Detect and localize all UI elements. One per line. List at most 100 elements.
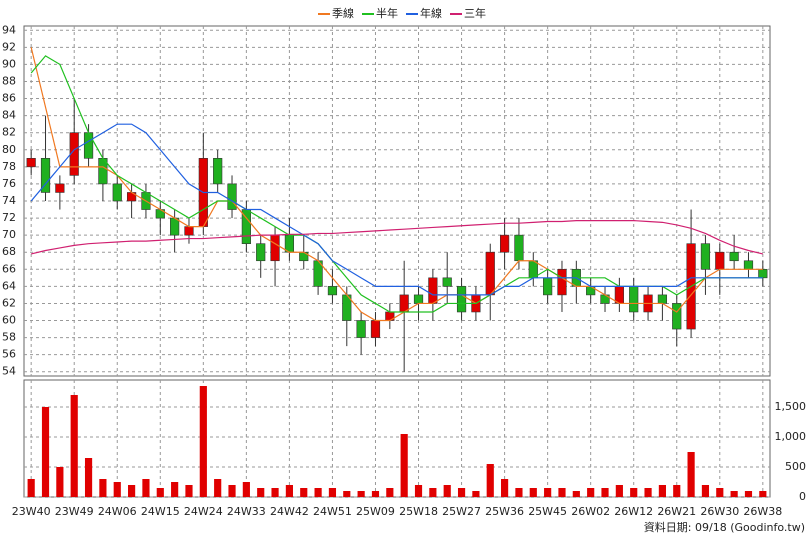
candle-body [40,158,51,193]
y-tick-label: 90 [2,57,16,70]
y-tick-label: 92 [2,40,16,53]
x-tick-label: 25W27 [442,505,481,518]
candle-body [700,243,711,270]
volume-bar [687,452,695,497]
volume-bar [529,488,537,497]
y2-tick-label: 500 [785,460,806,473]
candle-body [485,251,495,296]
volume-bar [228,485,236,497]
candle-body [614,286,624,304]
y-tick-label: 66 [2,262,16,275]
candle-body [715,251,725,270]
ma-line [30,123,763,296]
y-tick-label: 54 [2,365,16,378]
candle-body [356,320,366,338]
ma-line [30,47,763,322]
volume-bar [572,491,580,497]
candle-body [657,294,668,304]
y-tick-label: 78 [2,160,16,173]
volume-bar [457,488,466,497]
candle-body [543,277,553,296]
candle-body [55,183,65,193]
candle-body [284,234,295,253]
candle-body [729,251,739,262]
x-tick-label: 23W49 [55,505,94,518]
volume-bar [56,467,64,497]
legend-label: 三年 [464,6,486,20]
volume-bar [156,488,164,497]
y-tick-label: 56 [2,348,16,361]
y-tick-label: 60 [2,314,16,327]
x-tick-label: 24W51 [313,505,352,518]
volume-bar [544,488,552,497]
candle-body [499,234,510,253]
volume-bar [271,488,279,497]
volume-bar [501,479,509,497]
x-tick-label: 25W18 [399,505,438,518]
candle-body [184,226,194,236]
volume-bar [300,488,308,497]
x-tick-label: 26W12 [614,505,653,518]
x-tick-label: 23W40 [12,505,51,518]
volume-bar [41,407,50,497]
volume-bar [587,488,595,497]
volume-bar [185,485,193,497]
candle-body [428,277,438,304]
volume-bar [414,485,423,497]
x-tick-label: 24W33 [227,505,266,518]
volume-bar [472,491,480,497]
legend-label: 半年 [376,6,398,20]
candle-body [629,286,639,313]
volume-bar [242,482,250,497]
y-tick-label: 88 [2,74,16,87]
x-tick-label: 24W15 [141,505,180,518]
volume-bar [142,479,150,497]
volume-bar [371,491,380,497]
y-tick-label: 68 [2,245,16,258]
volume-bar [171,482,179,497]
candle-body [327,286,338,296]
volume-bar [314,488,322,497]
legend-label: 年線 [420,6,442,20]
volume-bar [730,491,738,497]
y-tick-label: 80 [2,143,16,156]
volume-bar [199,386,207,497]
volume-bar [486,464,494,497]
volume-bar [558,488,566,497]
volume-bar [113,482,121,497]
volume-bar [515,488,523,497]
volume-bar [630,488,638,497]
y-tick-label: 72 [2,211,16,224]
x-tick-label: 25W36 [485,505,524,518]
volume-bar [357,491,365,497]
x-tick-label: 26W38 [743,505,782,518]
candle-body [83,132,94,159]
candle-body [557,268,567,296]
volume-bar [701,485,710,497]
volume-bar [257,488,265,497]
candle-body [112,183,122,202]
x-tick-label: 25W09 [356,505,395,518]
y-tick-label: 64 [2,279,16,292]
volume-bar [328,488,337,497]
candle-body [26,158,36,168]
volume-bar [285,485,293,497]
candle-body [413,294,424,304]
volume-bar [601,488,609,497]
volume-bar [343,491,351,497]
x-tick-label: 24W24 [184,505,223,518]
x-tick-label: 26W30 [700,505,739,518]
volume-bar [70,395,78,497]
legend-label: 季線 [332,6,354,20]
volume-bar [429,488,437,497]
y-tick-label: 70 [2,228,16,241]
candle-body [170,217,180,236]
candle-body [213,158,223,185]
candle-body [256,243,266,262]
candle-body [227,183,237,210]
volume-bar [443,485,451,497]
candle-body [456,286,467,313]
candle-body [528,260,538,279]
